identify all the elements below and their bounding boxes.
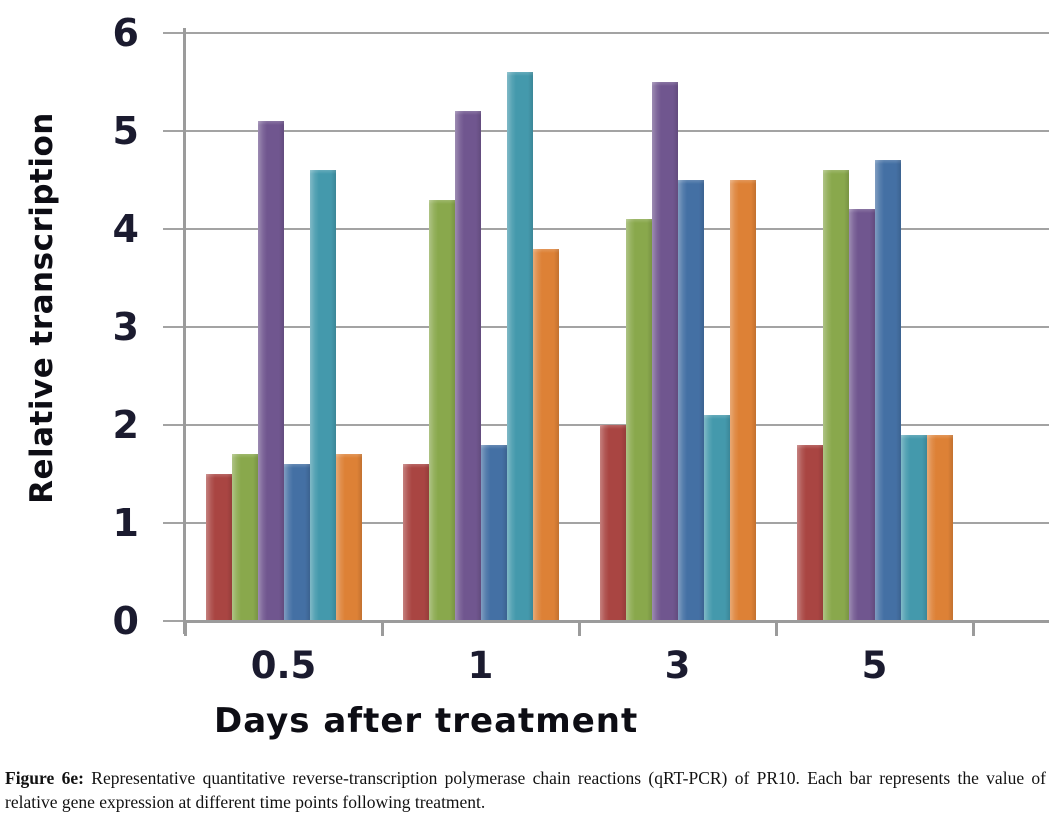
bar-orange-day-3 [730, 180, 756, 621]
x-axis-tick-4 [972, 623, 975, 636]
y-tick-label-4: 4 [112, 207, 140, 251]
bar-blue-day-3 [678, 180, 704, 621]
figure-caption-text: Representative quantitative reverse-tran… [5, 768, 1046, 812]
figure-caption-label: Figure 6e: [5, 768, 84, 788]
bar-red-day-3 [600, 425, 626, 621]
bar-teal-day-3 [704, 415, 730, 621]
x-tick-label-5: 5 [861, 644, 888, 687]
bar-purple-day-3 [652, 82, 678, 621]
bar-orange-day-0.5 [336, 454, 362, 621]
bar-teal-day-1 [507, 72, 533, 621]
bar-purple-day-5 [849, 209, 875, 621]
y-tick-label-5: 5 [112, 109, 140, 153]
bar-blue-day-5 [875, 160, 901, 621]
bar-green-day-3 [626, 219, 652, 621]
y-tick-label-2: 2 [112, 403, 140, 447]
y-tick-label-0: 0 [112, 599, 140, 643]
x-tick-label-3: 3 [664, 644, 691, 687]
x-axis-tick-3 [775, 623, 778, 636]
y-tick-label-1: 1 [112, 501, 140, 545]
x-axis-title: Days after treatment [214, 701, 639, 741]
figure-caption: Figure 6e: Representative quantitative r… [5, 766, 1046, 814]
x-axis-tick-2 [578, 623, 581, 636]
bar-blue-day-1 [481, 444, 507, 621]
bar-blue-day-0.5 [284, 464, 310, 621]
bar-green-day-0.5 [232, 454, 258, 621]
gridline-y-3 [163, 326, 1049, 328]
bar-red-day-1 [403, 464, 429, 621]
bar-red-day-0.5 [206, 474, 232, 621]
x-tick-label-0.5: 0.5 [250, 644, 317, 687]
bar-purple-day-1 [455, 111, 481, 621]
bar-teal-day-5 [901, 434, 927, 621]
x-axis-line [183, 620, 1049, 623]
bar-orange-day-5 [927, 434, 953, 621]
bar-orange-day-1 [533, 248, 559, 621]
bar-red-day-5 [797, 444, 823, 621]
gridline-y-5 [163, 130, 1049, 132]
y-axis-line [183, 28, 186, 634]
bar-green-day-1 [429, 199, 455, 621]
y-tick-label-3: 3 [112, 305, 140, 349]
bar-teal-day-0.5 [310, 170, 336, 621]
x-axis-tick-0 [184, 623, 187, 636]
bar-green-day-5 [823, 170, 849, 621]
bar-purple-day-0.5 [258, 121, 284, 621]
x-axis-tick-1 [381, 623, 384, 636]
y-tick-label-6: 6 [112, 11, 140, 55]
gridline-y-6 [163, 32, 1049, 34]
x-tick-label-1: 1 [467, 644, 494, 687]
y-axis-title: Relative transcription [24, 112, 60, 504]
gridline-y-4 [163, 228, 1049, 230]
